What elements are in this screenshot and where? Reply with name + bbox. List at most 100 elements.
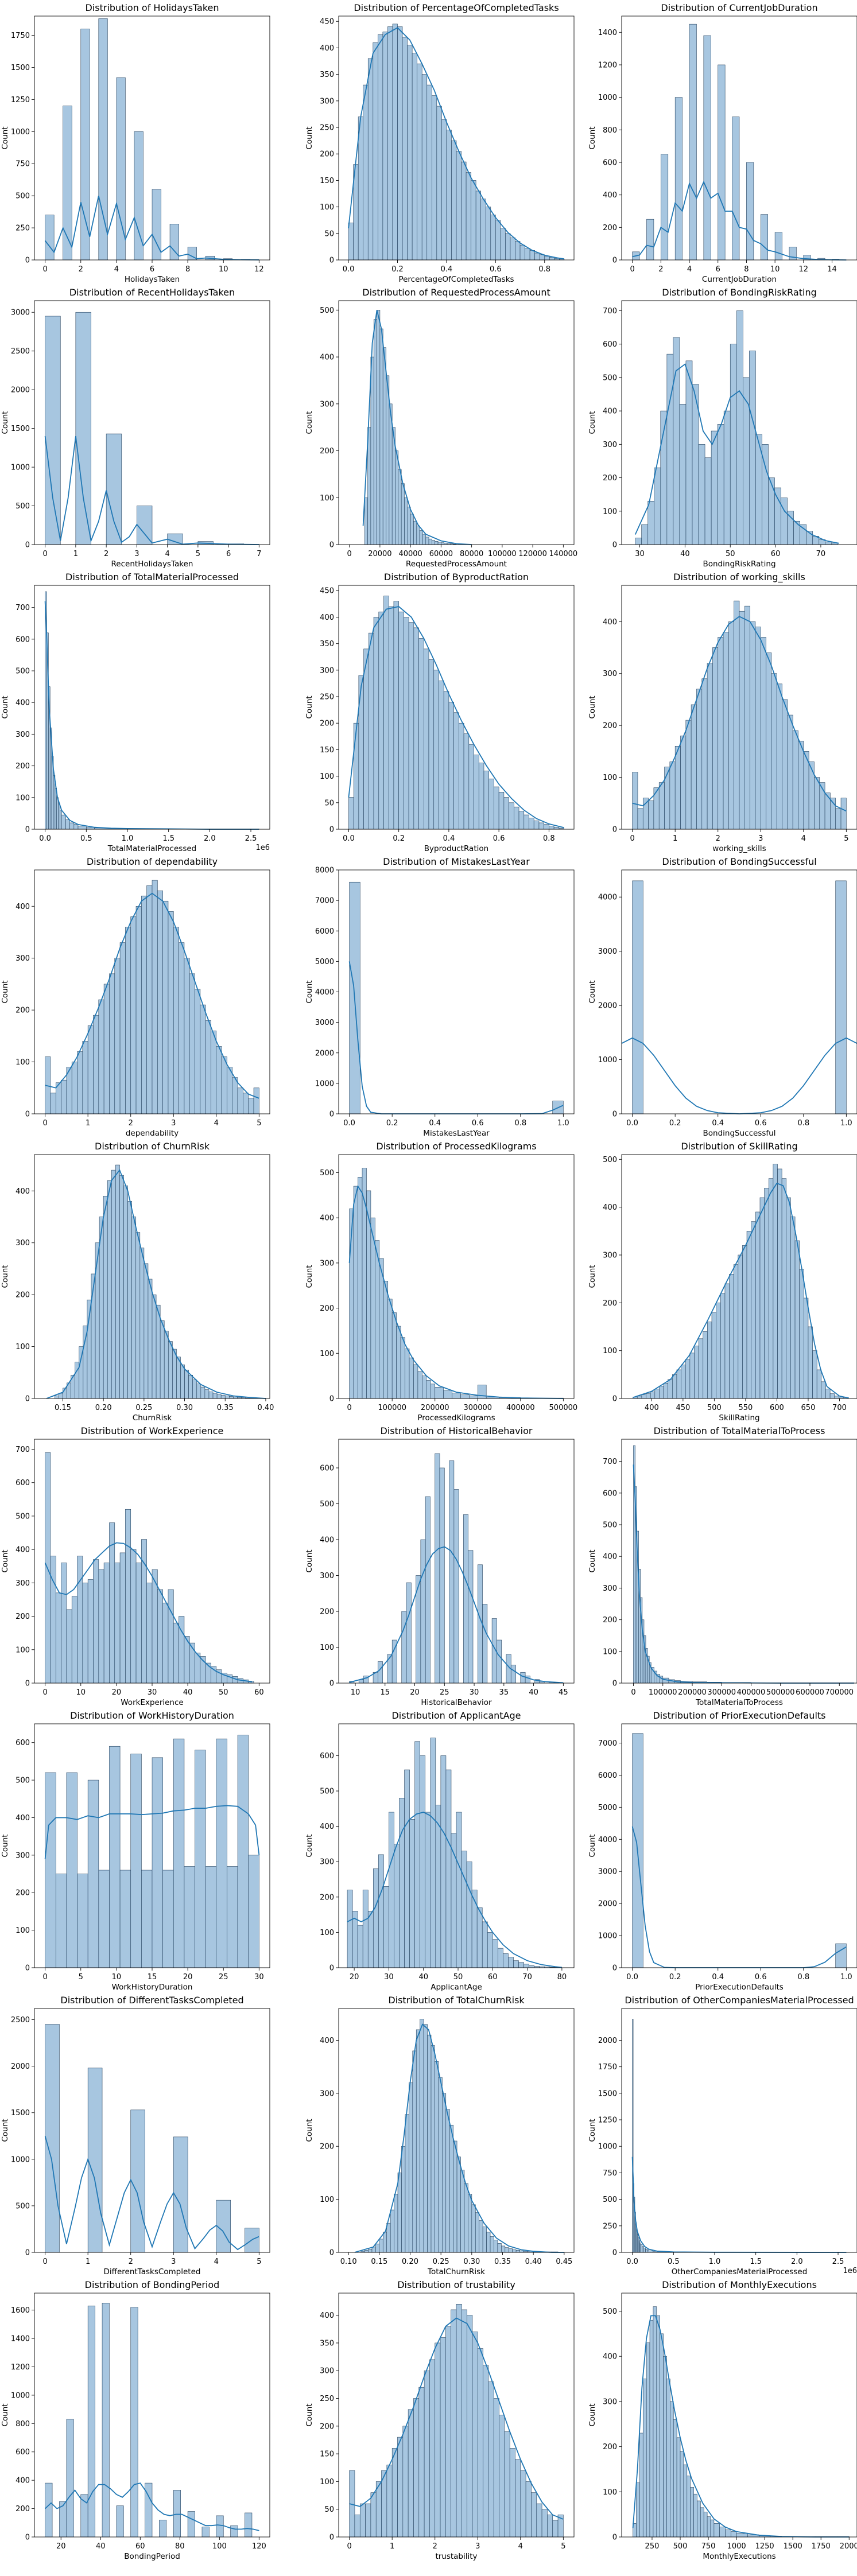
x-tick-label: 1	[390, 2542, 394, 2551]
histogram-bar	[45, 2482, 53, 2538]
histogram-bar	[645, 2249, 647, 2253]
x-tick-label: 0.45	[556, 2258, 572, 2266]
histogram-bar	[65, 819, 70, 830]
histogram-chart: 0 20000 40000 60000 80000 100000 120000 140000 0…	[305, 287, 577, 569]
y-tick-label: 200	[603, 474, 617, 483]
histogram-bar	[148, 1279, 153, 1399]
histogram-bar	[107, 1180, 112, 1399]
histogram-bar	[786, 1197, 791, 1399]
kde-line	[44, 195, 259, 261]
y-tick-label: 500	[603, 2196, 617, 2204]
y-tick-label: 700	[603, 1458, 617, 1466]
histogram-bar	[187, 2511, 195, 2538]
y-tick-label: 600	[15, 2448, 30, 2457]
histogram-bar	[408, 2409, 414, 2538]
histogram-bar	[759, 1197, 765, 1399]
histogram-bar	[812, 1350, 817, 1399]
y-tick-label: 150	[320, 746, 334, 755]
histogram-bar	[771, 673, 777, 830]
histogram-bar	[109, 973, 115, 1114]
y-tick-label: 300	[320, 1572, 334, 1580]
y-tick-label: 300	[603, 1584, 617, 1593]
x-axis-label: TotalMaterialProcessed	[107, 844, 196, 853]
histogram-bar	[116, 2505, 124, 2538]
histogram-chart: 400 450 500 550 600 650 700 0 100 200 300 400 500 Dis…	[588, 1141, 857, 1423]
axes-frame	[621, 1154, 857, 1399]
histogram-bar	[750, 621, 756, 830]
histogram-bar	[435, 2061, 439, 2253]
histogram-bar	[553, 827, 560, 830]
histogram-bar	[733, 1264, 739, 1399]
x-tick-label: 0.10	[340, 2258, 357, 2266]
histogram-bar	[691, 704, 697, 830]
x-tick-label: 300000	[707, 1688, 736, 1697]
x-tick-label: 40	[183, 1688, 193, 1697]
histogram-bar	[674, 97, 683, 261]
histogram-bar	[498, 1948, 503, 1968]
histogram-bar	[216, 1394, 222, 1399]
histogram-bar	[173, 2490, 181, 2538]
x-tick-label: 3	[134, 550, 139, 558]
histogram-bar	[653, 2306, 657, 2538]
axes-frame	[621, 2293, 857, 2538]
histogram-chart: 0 1 2 3 4 5 0 500 1000 1500 2000 2500 Distribution o…	[1, 1995, 270, 2276]
histogram-bar	[479, 2220, 483, 2253]
histogram-bar	[348, 223, 354, 261]
histogram-bar	[392, 24, 398, 261]
histogram-bar	[391, 1312, 397, 1399]
histogram-bar	[639, 2433, 643, 2538]
x-axis-label: TotalMaterialToProcess	[695, 1698, 783, 1707]
y-tick-label: 600	[320, 1752, 334, 1761]
chart-title: Distribution of WorkHistoryDuration	[70, 1710, 234, 1721]
histogram-bar	[184, 1369, 189, 1399]
chart-title: Distribution of PriorExecutionDefaults	[653, 1710, 825, 1721]
kde-line	[348, 1184, 564, 1399]
histogram-bar	[230, 2525, 238, 2538]
histogram-bar	[130, 1549, 137, 1684]
histogram-bars	[635, 310, 839, 545]
y-tick-label: 4000	[598, 1836, 617, 1844]
axes-frame	[34, 585, 270, 830]
histogram-bar	[442, 2093, 447, 2253]
y-tick-label: 200	[603, 224, 617, 232]
histogram-bar	[195, 989, 201, 1114]
x-tick-label: 1.0	[709, 2258, 721, 2266]
histogram-bar	[373, 319, 377, 545]
y-tick-label: 800	[15, 2420, 30, 2429]
histogram-bar	[538, 822, 544, 830]
chart-title: Distribution of BondingPeriod	[85, 2279, 220, 2290]
histogram-bar	[716, 1303, 721, 1399]
histogram-bar	[383, 1281, 389, 1399]
histogram-bars	[633, 2306, 850, 2538]
histogram-bars	[45, 880, 259, 1114]
histogram-bar	[348, 797, 354, 830]
histogram-bar	[404, 617, 409, 830]
y-tick-label: 1750	[598, 2063, 617, 2072]
histogram-bar	[646, 1393, 651, 1399]
histogram-bar	[156, 1304, 161, 1399]
x-tick-label: 0	[347, 550, 351, 558]
histogram-bar	[768, 1178, 774, 1399]
y-tick-label: 200	[15, 1889, 30, 1898]
histogram-bar	[77, 826, 87, 830]
histogram-bar	[720, 1293, 726, 1399]
y-tick-label: 500	[603, 2307, 617, 2316]
histogram-bar	[179, 1616, 185, 1684]
histogram-bar	[216, 1046, 222, 1114]
x-tick-label: 20	[183, 1973, 193, 1981]
histogram-bar	[649, 2319, 654, 2538]
histogram-bar	[173, 1738, 185, 1968]
histogram-bar	[514, 806, 519, 830]
histogram-bar	[152, 1569, 158, 1684]
histogram-bar	[55, 787, 57, 830]
histogram-bar	[55, 1396, 59, 1399]
y-tick-label: 500	[603, 1521, 617, 1530]
kde-line	[348, 27, 565, 260]
histogram-bar	[395, 450, 399, 545]
histogram-bar	[451, 2309, 457, 2538]
histogram-bar	[397, 2173, 402, 2253]
y-tick-label: 600	[603, 1489, 617, 1498]
histogram-bar	[420, 1755, 426, 1968]
histogram-bar	[379, 328, 383, 545]
histogram-bar	[45, 1772, 56, 1968]
